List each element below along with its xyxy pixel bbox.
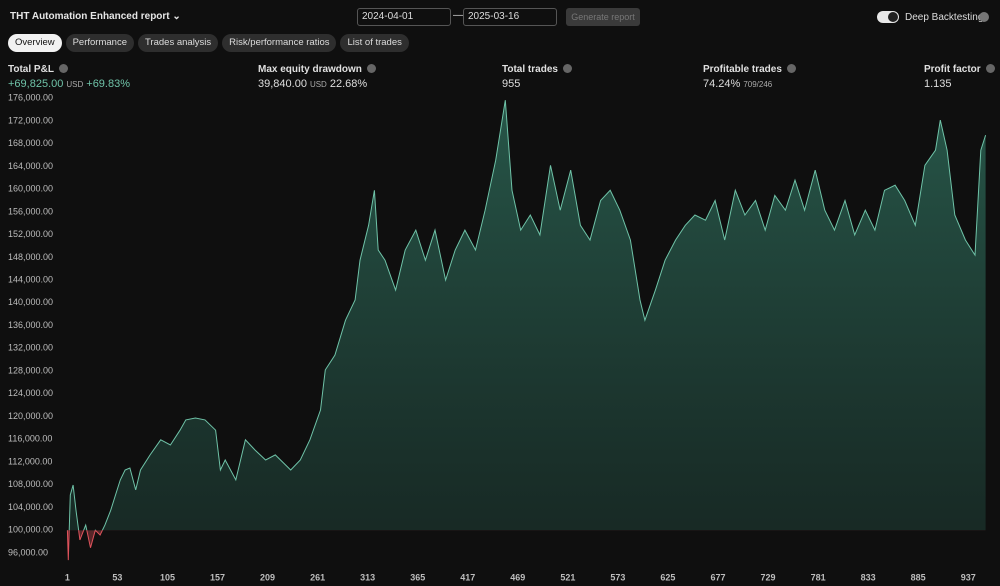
stat-number: 74.24% — [703, 78, 741, 90]
tab[interactable]: List of trades — [340, 34, 409, 52]
x-tick-label: 53 — [112, 572, 122, 582]
y-tick-label: 100,000.00 — [8, 525, 53, 535]
y-tick-label: 172,000.00 — [8, 115, 53, 125]
stat-label-text: Max equity drawdown — [258, 64, 362, 75]
x-tick-label: 937 — [961, 572, 976, 582]
stat-label-text: Total P&L — [8, 64, 54, 75]
x-tick-label: 261 — [310, 572, 325, 582]
tab[interactable]: Risk/performance ratios — [222, 34, 337, 52]
y-tick-label: 152,000.00 — [8, 229, 53, 239]
x-tick-label: 209 — [260, 572, 275, 582]
stat-label-text: Total trades — [502, 64, 558, 75]
y-tick-label: 164,000.00 — [8, 161, 53, 171]
tabs: Overview Performance Trades analysis Risk/p… — [8, 34, 409, 52]
stat-value: +69,825.00 USD +69.83% — [8, 78, 130, 90]
toggle-label: Deep Backtesting — [905, 12, 984, 23]
help-icon[interactable] — [979, 12, 989, 22]
y-tick-label: 176,000.00 — [8, 93, 53, 103]
y-tick-label: 120,000.00 — [8, 411, 53, 421]
stat-unit: USD — [66, 80, 84, 89]
stat-number: 1.135 — [924, 78, 952, 90]
stat-label: Profitable trades — [703, 64, 796, 75]
stat-label-text: Profit factor — [924, 64, 981, 75]
x-tick-label: 157 — [210, 572, 225, 582]
y-tick-label: 160,000.00 — [8, 184, 53, 194]
tab[interactable]: Trades analysis — [137, 34, 219, 52]
info-icon[interactable] — [562, 64, 572, 73]
area-positive — [67, 100, 986, 531]
line-positive — [66, 100, 987, 531]
stat-value: 955 — [502, 78, 520, 90]
x-tick-label: 1 — [65, 572, 70, 582]
info-icon[interactable] — [985, 64, 995, 73]
report-title[interactable]: THT Automation Enhanced report ⌄ — [10, 11, 181, 22]
x-tick-label: 521 — [560, 572, 575, 582]
x-tick-label: 885 — [911, 572, 926, 582]
stat-number: +69,825.00 — [8, 78, 64, 90]
date-from[interactable]: 2024-04-01 — [357, 8, 451, 26]
stat-number: 955 — [502, 78, 521, 90]
y-tick-label: 128,000.00 — [8, 365, 53, 375]
y-tick-label: 108,000.00 — [8, 479, 53, 489]
title-text: THT Automation Enhanced report — [10, 11, 170, 22]
y-tick-label: 132,000.00 — [8, 343, 53, 353]
date-to[interactable]: 2025-03-16 — [463, 8, 557, 26]
x-tick-label: 781 — [811, 572, 826, 582]
stat-extra: +69.83% — [86, 78, 130, 90]
y-tick-label: 156,000.00 — [8, 206, 53, 216]
y-tick-label: 144,000.00 — [8, 274, 53, 284]
info-icon[interactable] — [786, 64, 796, 73]
stat-value: 74.24% 709/246 — [703, 78, 775, 90]
stat-label: Max equity drawdown — [258, 64, 376, 75]
y-tick-label: 148,000.00 — [8, 252, 53, 262]
stat-value: 1.135 — [924, 78, 952, 90]
stat-value: 39,840.00 USD 22.68% — [258, 78, 367, 90]
x-tick-label: 365 — [410, 572, 425, 582]
y-tick-label: 112,000.00 — [8, 456, 52, 466]
x-tick-label: 729 — [761, 572, 776, 582]
generate-button[interactable]: Generate report — [566, 8, 640, 26]
x-tick-label: 313 — [360, 572, 375, 582]
x-tick-label: 625 — [660, 572, 675, 582]
stat-label: Profit factor — [924, 64, 995, 75]
date-separator: — — [453, 10, 463, 21]
info-icon[interactable] — [58, 64, 68, 73]
y-tick-label: 140,000.00 — [8, 297, 53, 307]
stat-extra: 22.68% — [329, 78, 368, 90]
x-tick-label: 469 — [510, 572, 525, 582]
x-tick-label: 677 — [710, 572, 725, 582]
y-tick-label: 96,000.00 — [8, 547, 48, 557]
y-tick-label: 116,000.00 — [8, 434, 52, 444]
stat-number: 39,840.00 — [258, 78, 307, 90]
chart: 96,000.00 100,000.00 104,000.00 108,000.00 1… — [8, 93, 987, 582]
y-tick-label: 168,000.00 — [8, 138, 53, 148]
tab[interactable]: Overview — [8, 34, 62, 52]
x-tick-label: 833 — [861, 572, 876, 582]
stat-unit: USD — [309, 80, 327, 89]
y-tick-label: 104,000.00 — [8, 502, 53, 512]
y-tick-label: 136,000.00 — [8, 320, 53, 330]
tab[interactable]: Performance — [65, 34, 134, 52]
x-tick-label: 105 — [160, 572, 175, 582]
toggle[interactable] — [877, 11, 899, 23]
stat-extra: 709/246 — [743, 80, 773, 89]
y-tick-label: 124,000.00 — [8, 388, 53, 398]
stat-label: Total trades — [502, 64, 572, 75]
x-tick-label: 573 — [610, 572, 625, 582]
x-tick-label: 417 — [460, 572, 475, 582]
stat-label-text: Profitable trades — [703, 64, 782, 75]
stat-label: Total P&L — [8, 64, 68, 75]
info-icon[interactable] — [366, 64, 376, 73]
